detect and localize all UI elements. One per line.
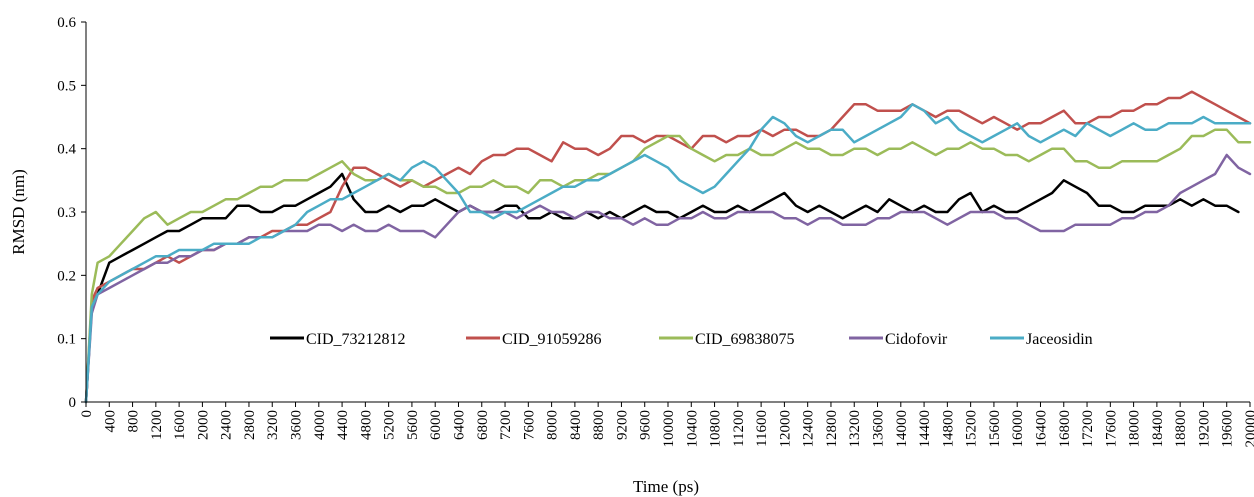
y-tick-labels: 0 0.1 0.2 0.3 0.4 0.5 0.6 bbox=[57, 15, 86, 411]
series-layer bbox=[84, 90, 1252, 404]
x-tick-label: 18400 bbox=[1150, 410, 1166, 448]
x-tick-label: 20000 bbox=[1243, 410, 1254, 448]
x-tick-label: 15200 bbox=[964, 410, 980, 448]
x-tick-label: 19600 bbox=[1220, 410, 1236, 448]
x-tick-label: 17200 bbox=[1080, 410, 1096, 448]
legend-label: CID_73212812 bbox=[306, 331, 406, 348]
series-line-cid-69838075 bbox=[84, 128, 1252, 404]
x-tick-label: 10400 bbox=[684, 410, 700, 448]
x-tick-label: 10000 bbox=[661, 410, 677, 448]
x-tick-label: 6400 bbox=[451, 410, 467, 440]
x-tick-label: 16400 bbox=[1033, 410, 1049, 448]
x-tick-label: 3200 bbox=[265, 410, 281, 440]
x-tick-label: 7200 bbox=[498, 410, 514, 440]
x-axis-title: Time (ps) bbox=[633, 477, 699, 496]
x-tick-label: 5600 bbox=[405, 410, 421, 440]
legend-label: Cidofovir bbox=[885, 331, 948, 348]
y-tick-label: 0.2 bbox=[57, 268, 76, 284]
x-tick-label: 3600 bbox=[289, 410, 305, 440]
x-tick-label: 16000 bbox=[1010, 410, 1026, 448]
y-tick-label: 0.4 bbox=[57, 142, 76, 158]
x-tick-label: 2000 bbox=[195, 410, 211, 440]
x-tick-label: 800 bbox=[126, 410, 142, 433]
x-tick-label: 4400 bbox=[335, 410, 351, 440]
x-tick-label: 13600 bbox=[871, 410, 887, 448]
x-tick-label: 8800 bbox=[591, 410, 607, 440]
x-tick-label: 16800 bbox=[1057, 410, 1073, 448]
y-tick-label: 0 bbox=[69, 395, 77, 411]
x-tick-label: 14400 bbox=[917, 410, 933, 448]
x-tick-label: 17600 bbox=[1103, 410, 1119, 448]
legend-label: CID_69838075 bbox=[695, 331, 795, 348]
x-tick-label: 1200 bbox=[149, 410, 165, 440]
x-tick-label: 400 bbox=[102, 410, 118, 433]
x-tick-labels: 0 400 800 1200 1600 2000 2400 2800 3200 3600 4000 4… bbox=[79, 402, 1254, 448]
legend: CID_73212812 CID_91059286 CID_69838075 Cido… bbox=[270, 331, 1093, 348]
x-tick-label: 1600 bbox=[172, 410, 188, 440]
x-tick-label: 12400 bbox=[801, 410, 817, 448]
y-tick-label: 0.6 bbox=[57, 15, 76, 31]
y-tick-label: 0.1 bbox=[57, 332, 76, 348]
x-tick-label: 19200 bbox=[1196, 410, 1212, 448]
x-tick-label: 11600 bbox=[754, 410, 770, 447]
x-tick-label: 6000 bbox=[428, 410, 444, 440]
x-tick-label: 8000 bbox=[545, 410, 561, 440]
x-tick-label: 4800 bbox=[358, 410, 374, 440]
legend-label: Jaceosidin bbox=[1026, 331, 1093, 348]
series-line-cid-91059286 bbox=[84, 90, 1252, 404]
x-tick-label: 13200 bbox=[847, 410, 863, 448]
x-tick-label: 9200 bbox=[614, 410, 630, 440]
x-tick-label: 12800 bbox=[824, 410, 840, 448]
x-tick-label: 2800 bbox=[242, 410, 258, 440]
series-line-jaceosidin bbox=[84, 103, 1252, 404]
x-tick-label: 7600 bbox=[521, 410, 537, 440]
x-tick-label: 18000 bbox=[1127, 410, 1143, 448]
y-tick-label: 0.3 bbox=[57, 205, 76, 221]
y-axis-title: RMSD (nm) bbox=[9, 169, 28, 254]
x-tick-label: 4000 bbox=[312, 410, 328, 440]
x-tick-label: 18800 bbox=[1173, 410, 1189, 448]
x-tick-label: 2400 bbox=[219, 410, 235, 440]
x-tick-label: 8400 bbox=[568, 410, 584, 440]
x-tick-label: 12000 bbox=[777, 410, 793, 448]
series-line-cidofovir bbox=[84, 153, 1252, 404]
x-tick-label: 5200 bbox=[382, 410, 398, 440]
x-tick-label: 11200 bbox=[731, 410, 747, 447]
legend-label: CID_91059286 bbox=[502, 331, 602, 348]
x-tick-label: 14000 bbox=[894, 410, 910, 448]
x-tick-label: 14800 bbox=[940, 410, 956, 448]
series-line-cid-73212812 bbox=[84, 172, 1240, 404]
y-tick-label: 0.5 bbox=[57, 78, 76, 94]
x-tick-label: 10800 bbox=[708, 410, 724, 448]
x-tick-label: 6800 bbox=[475, 410, 491, 440]
x-tick-label: 9600 bbox=[638, 410, 654, 440]
x-tick-label: 0 bbox=[79, 410, 95, 418]
x-tick-label: 15600 bbox=[987, 410, 1003, 448]
